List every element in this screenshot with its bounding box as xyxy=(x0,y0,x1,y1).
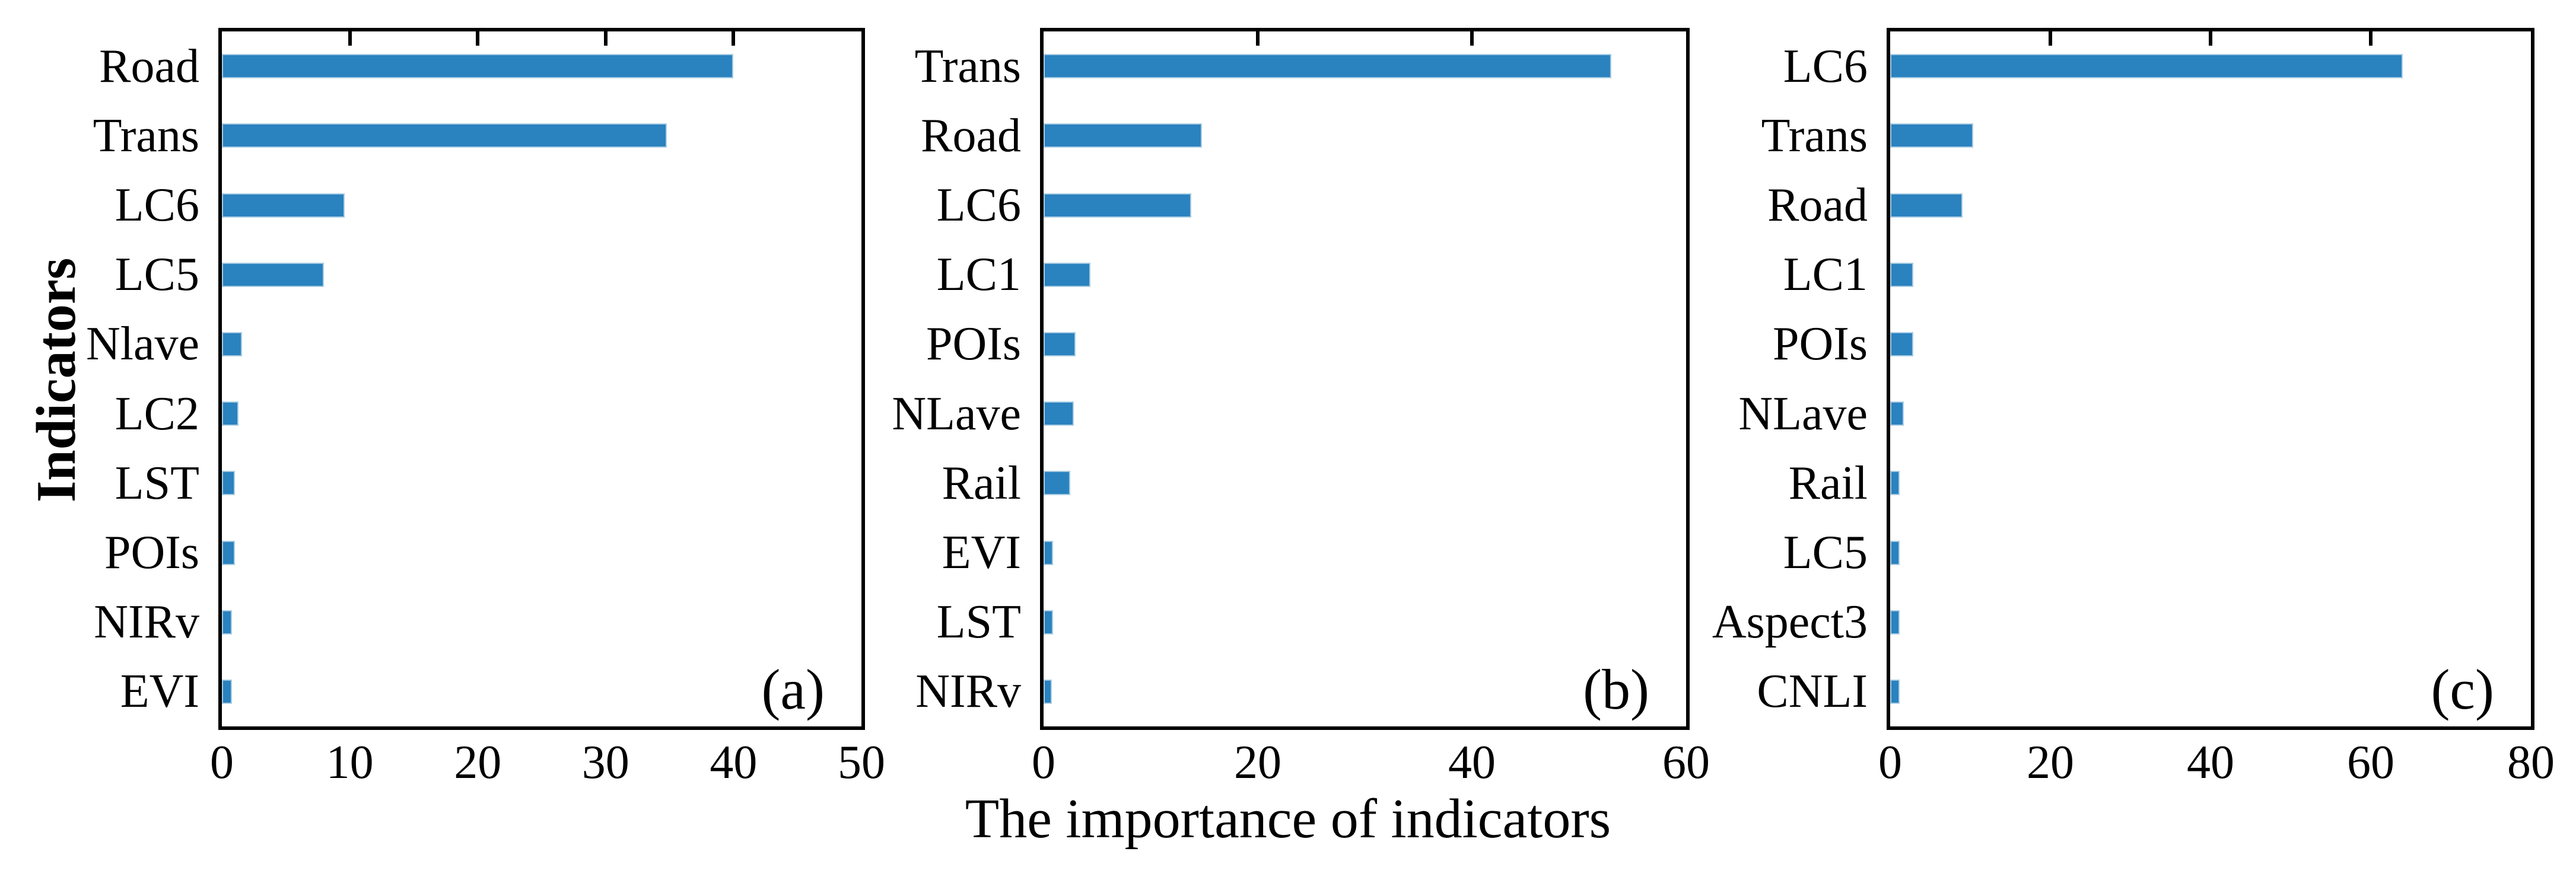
category-label-a-road: Road xyxy=(99,40,199,93)
bar-b-lst xyxy=(1044,610,1054,634)
panel-letter-b: (b) xyxy=(1583,658,1649,721)
category-label-c-pois: POIs xyxy=(1772,318,1868,371)
xtick-label-a-10: 10 xyxy=(326,736,374,789)
bar-a-pois xyxy=(222,540,235,565)
bar-a-lst xyxy=(222,471,235,496)
top-tick-a-10 xyxy=(348,31,352,46)
xtick-label-b-20: 20 xyxy=(1234,736,1281,789)
category-label-c-cnli: CNLI xyxy=(1757,665,1868,718)
bar-a-lc6 xyxy=(222,193,345,218)
xtick-label-c-0: 0 xyxy=(1878,736,1902,789)
bar-a-road xyxy=(222,54,734,79)
category-label-b-evi: EVI xyxy=(942,527,1021,579)
bar-b-trans xyxy=(1044,54,1611,79)
bar-b-lc1 xyxy=(1044,262,1091,287)
xtick-label-a-40: 40 xyxy=(710,736,758,789)
top-tick-a-20 xyxy=(476,31,480,46)
category-label-c-trans: Trans xyxy=(1761,109,1868,162)
bar-c-trans xyxy=(1890,123,1974,148)
category-label-b-rail: Rail xyxy=(942,457,1021,509)
top-tick-c-20 xyxy=(2049,31,2052,46)
xtick-label-a-20: 20 xyxy=(454,736,502,789)
bar-b-nlave xyxy=(1044,401,1074,426)
category-label-c-rail: Rail xyxy=(1788,457,1868,509)
bar-b-nirv xyxy=(1044,679,1052,704)
bar-c-lc5 xyxy=(1890,540,1900,565)
panel-a-plot-box: (a) xyxy=(218,28,865,730)
bar-c-aspect3 xyxy=(1890,610,1900,634)
top-tick-b-20 xyxy=(1256,31,1260,46)
bar-c-lc6 xyxy=(1890,54,2403,79)
category-label-b-trans: Trans xyxy=(914,40,1021,93)
bar-b-evi xyxy=(1044,540,1054,565)
bar-a-lc2 xyxy=(222,401,239,426)
category-label-c-lc1: LC1 xyxy=(1783,248,1868,301)
bar-c-road xyxy=(1890,193,1963,218)
category-label-b-nirv: NIRv xyxy=(915,665,1021,718)
xtick-label-c-80: 80 xyxy=(2507,736,2555,789)
bar-a-trans xyxy=(222,123,667,148)
category-label-b-lst: LST xyxy=(936,596,1021,649)
panel-letter-a: (a) xyxy=(761,658,825,721)
top-tick-a-30 xyxy=(603,31,608,46)
bar-c-lc1 xyxy=(1890,262,1914,287)
category-label-b-pois: POIs xyxy=(926,318,1021,371)
category-label-b-lc6: LC6 xyxy=(936,179,1021,231)
xtick-label-b-40: 40 xyxy=(1448,736,1496,789)
category-label-c-road: Road xyxy=(1767,179,1868,231)
category-label-c-nlave: NLave xyxy=(1738,387,1868,440)
category-label-a-lc5: LC5 xyxy=(115,248,199,301)
top-tick-b-40 xyxy=(1470,31,1474,46)
bar-b-pois xyxy=(1044,331,1076,356)
category-label-a-lst: LST xyxy=(115,457,199,509)
category-label-a-nirv: NIRv xyxy=(94,596,199,649)
category-label-c-aspect3: Aspect3 xyxy=(1712,596,1868,649)
category-label-a-trans: Trans xyxy=(93,109,199,162)
bar-c-nlave xyxy=(1890,401,1904,426)
bar-b-lc6 xyxy=(1044,193,1192,218)
top-tick-c-60 xyxy=(2369,31,2373,46)
xtick-label-a-0: 0 xyxy=(210,736,234,789)
category-label-b-nlave: NLave xyxy=(892,387,1021,440)
bar-a-nlave xyxy=(222,331,243,356)
xtick-label-b-0: 0 xyxy=(1032,736,1055,789)
category-label-a-lc6: LC6 xyxy=(115,179,199,231)
panel-c-plot-box: (c) xyxy=(1887,28,2534,730)
bar-a-nirv xyxy=(222,610,233,634)
bar-b-rail xyxy=(1044,471,1071,496)
top-tick-a-40 xyxy=(732,31,736,46)
bar-c-pois xyxy=(1890,331,1914,356)
category-label-a-lc2: LC2 xyxy=(115,387,199,440)
category-label-a-pois: POIs xyxy=(104,527,199,579)
panel-b-plot-box: (b) xyxy=(1040,28,1690,730)
xtick-label-a-30: 30 xyxy=(581,736,629,789)
category-label-b-road: Road xyxy=(921,109,1021,162)
xtick-label-b-60: 60 xyxy=(1662,736,1710,789)
x-axis-title: The importance of indicators xyxy=(965,788,1611,850)
category-label-b-lc1: LC1 xyxy=(936,248,1021,301)
category-label-a-evi: EVI xyxy=(120,665,199,718)
top-tick-c-40 xyxy=(2209,31,2212,46)
bar-b-road xyxy=(1044,123,1203,148)
bar-a-lc5 xyxy=(222,262,325,287)
panel-letter-c: (c) xyxy=(2431,658,2494,721)
xtick-label-c-40: 40 xyxy=(2187,736,2234,789)
category-label-a-nlave: Nlave xyxy=(85,318,199,371)
xtick-label-c-60: 60 xyxy=(2347,736,2394,789)
bar-c-cnli xyxy=(1890,679,1900,704)
xtick-label-a-50: 50 xyxy=(838,736,885,789)
category-label-c-lc5: LC5 xyxy=(1783,527,1868,579)
bar-a-evi xyxy=(222,679,233,704)
bar-c-rail xyxy=(1890,471,1900,496)
category-label-c-lc6: LC6 xyxy=(1783,40,1868,93)
xtick-label-c-20: 20 xyxy=(2027,736,2074,789)
